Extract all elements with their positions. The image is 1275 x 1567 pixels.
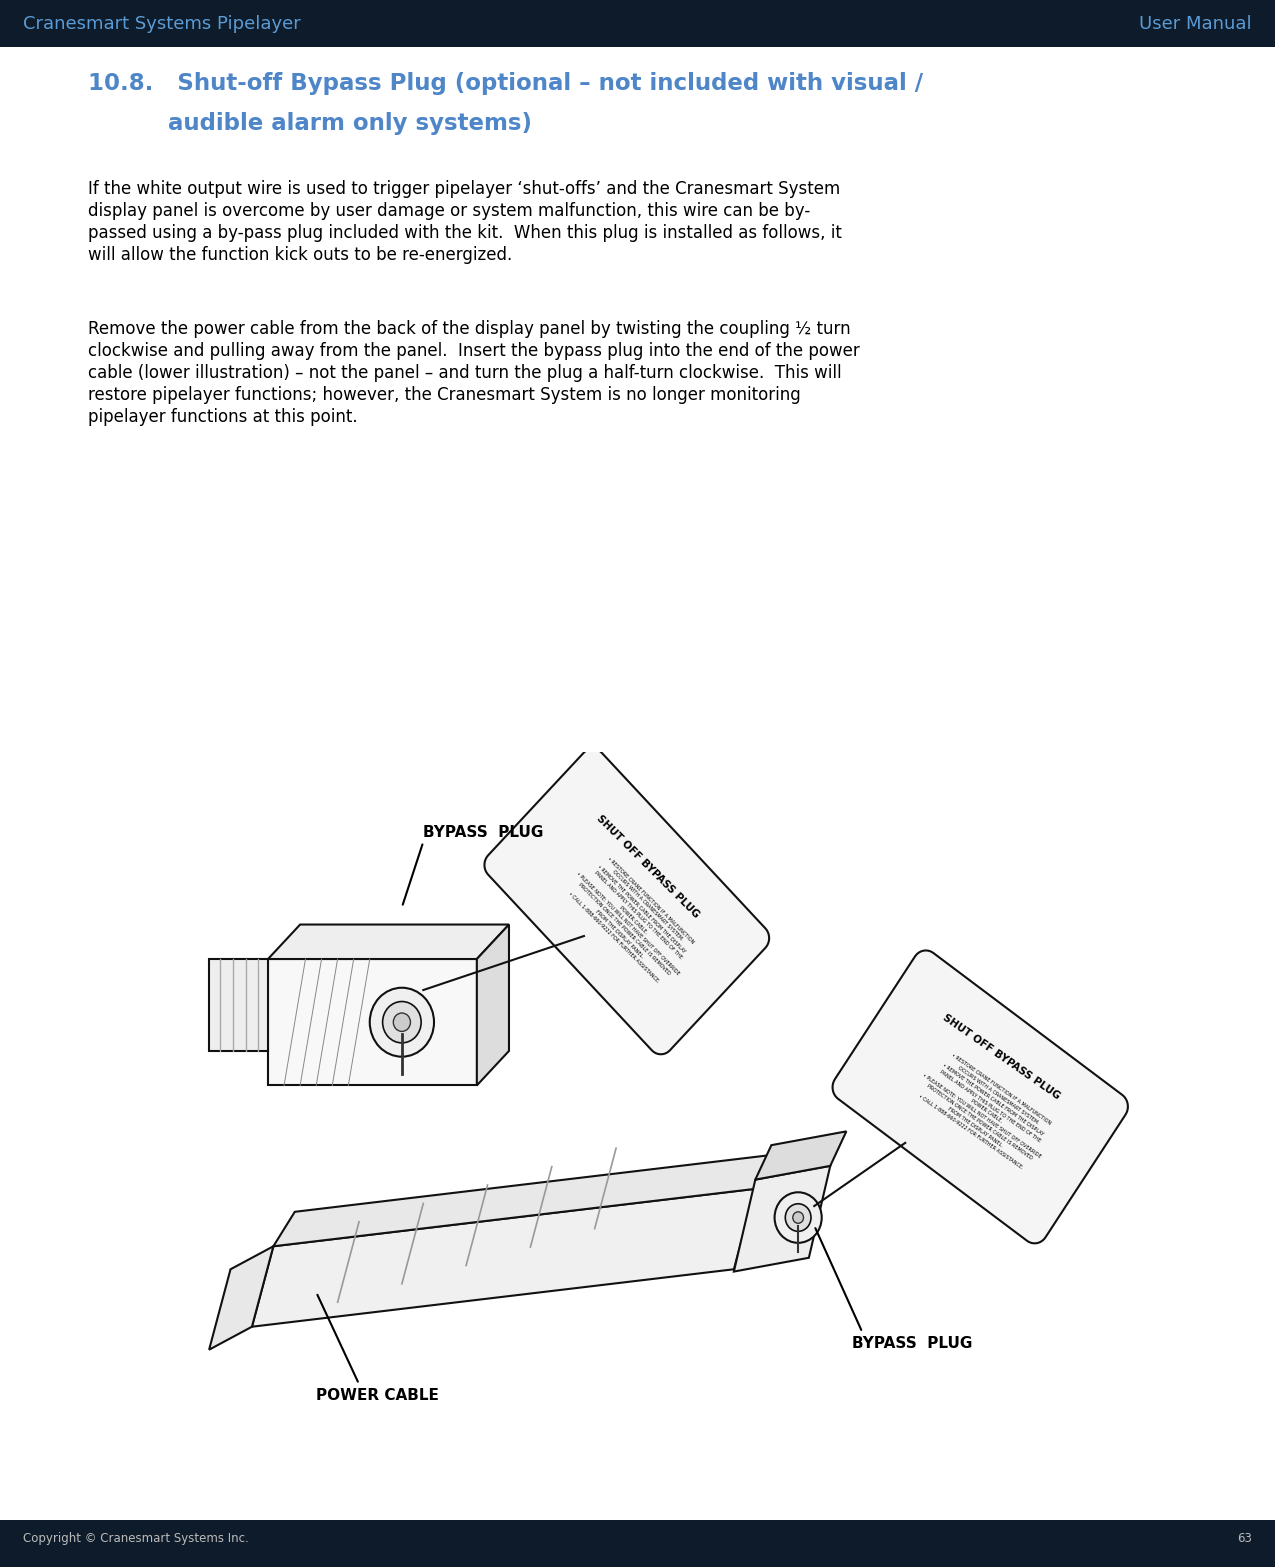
Polygon shape <box>273 1155 776 1246</box>
Text: cable (lower illustration) – not the panel – and turn the plug a half-turn clock: cable (lower illustration) – not the pan… <box>88 364 842 382</box>
Polygon shape <box>833 951 1128 1243</box>
Text: pipelayer functions at this point.: pipelayer functions at this point. <box>88 407 357 426</box>
Circle shape <box>393 1012 411 1031</box>
Text: 63: 63 <box>1237 1533 1252 1545</box>
Polygon shape <box>209 1246 273 1349</box>
FancyBboxPatch shape <box>268 959 477 1086</box>
Text: SHUT OFF BYPASS PLUG: SHUT OFF BYPASS PLUG <box>595 813 701 920</box>
Text: • RESTORE CRANE FUNCTION IF A MALFUNCTION
  OCCURS WITH A CRANESMART SYSTEM.
• R: • RESTORE CRANE FUNCTION IF A MALFUNCTIO… <box>910 1045 1061 1175</box>
Text: BYPASS  PLUG: BYPASS PLUG <box>852 1337 972 1351</box>
Polygon shape <box>209 959 268 1051</box>
Text: audible alarm only systems): audible alarm only systems) <box>88 111 532 135</box>
Polygon shape <box>734 1166 830 1271</box>
Circle shape <box>785 1203 811 1232</box>
Text: clockwise and pulling away from the panel.  Insert the bypass plug into the end : clockwise and pulling away from the pane… <box>88 342 859 360</box>
Polygon shape <box>252 1189 755 1327</box>
Circle shape <box>793 1211 803 1224</box>
Text: display panel is overcome by user damage or system malfunction, this wire can be: display panel is overcome by user damage… <box>88 202 810 219</box>
Text: • RESTORE CRANE FUNCTION IF A MALFUNCTION
  OCCURS WITH A CRANESMART SYSTEM.
• R: • RESTORE CRANE FUNCTION IF A MALFUNCTIO… <box>561 848 704 990</box>
Circle shape <box>382 1001 421 1044</box>
Text: SHUT OFF BYPASS PLUG: SHUT OFF BYPASS PLUG <box>941 1012 1062 1102</box>
Polygon shape <box>755 1131 847 1180</box>
Text: If the white output wire is used to trigger pipelayer ‘shut-offs’ and the Cranes: If the white output wire is used to trig… <box>88 180 840 197</box>
Text: User Manual: User Manual <box>1140 14 1252 33</box>
Text: restore pipelayer functions; however, the Cranesmart System is no longer monitor: restore pipelayer functions; however, th… <box>88 385 801 404</box>
Text: 10.8.   Shut-off Bypass Plug (optional – not included with visual /: 10.8. Shut-off Bypass Plug (optional – n… <box>88 72 923 96</box>
Text: Copyright © Cranesmart Systems Inc.: Copyright © Cranesmart Systems Inc. <box>23 1533 249 1545</box>
Text: will allow the function kick outs to be re-energized.: will allow the function kick outs to be … <box>88 246 513 263</box>
Polygon shape <box>484 749 769 1055</box>
Text: Cranesmart Systems Pipelayer: Cranesmart Systems Pipelayer <box>23 14 301 33</box>
Polygon shape <box>268 925 509 959</box>
Text: Remove the power cable from the back of the display panel by twisting the coupli: Remove the power cable from the back of … <box>88 320 850 338</box>
Text: passed using a by-pass plug included with the kit.  When this plug is installed : passed using a by-pass plug included wit… <box>88 224 842 241</box>
Polygon shape <box>477 925 509 1086</box>
Circle shape <box>370 987 434 1056</box>
Circle shape <box>775 1192 821 1243</box>
Text: BYPASS  PLUG: BYPASS PLUG <box>423 826 543 840</box>
Text: POWER CABLE: POWER CABLE <box>316 1388 439 1402</box>
